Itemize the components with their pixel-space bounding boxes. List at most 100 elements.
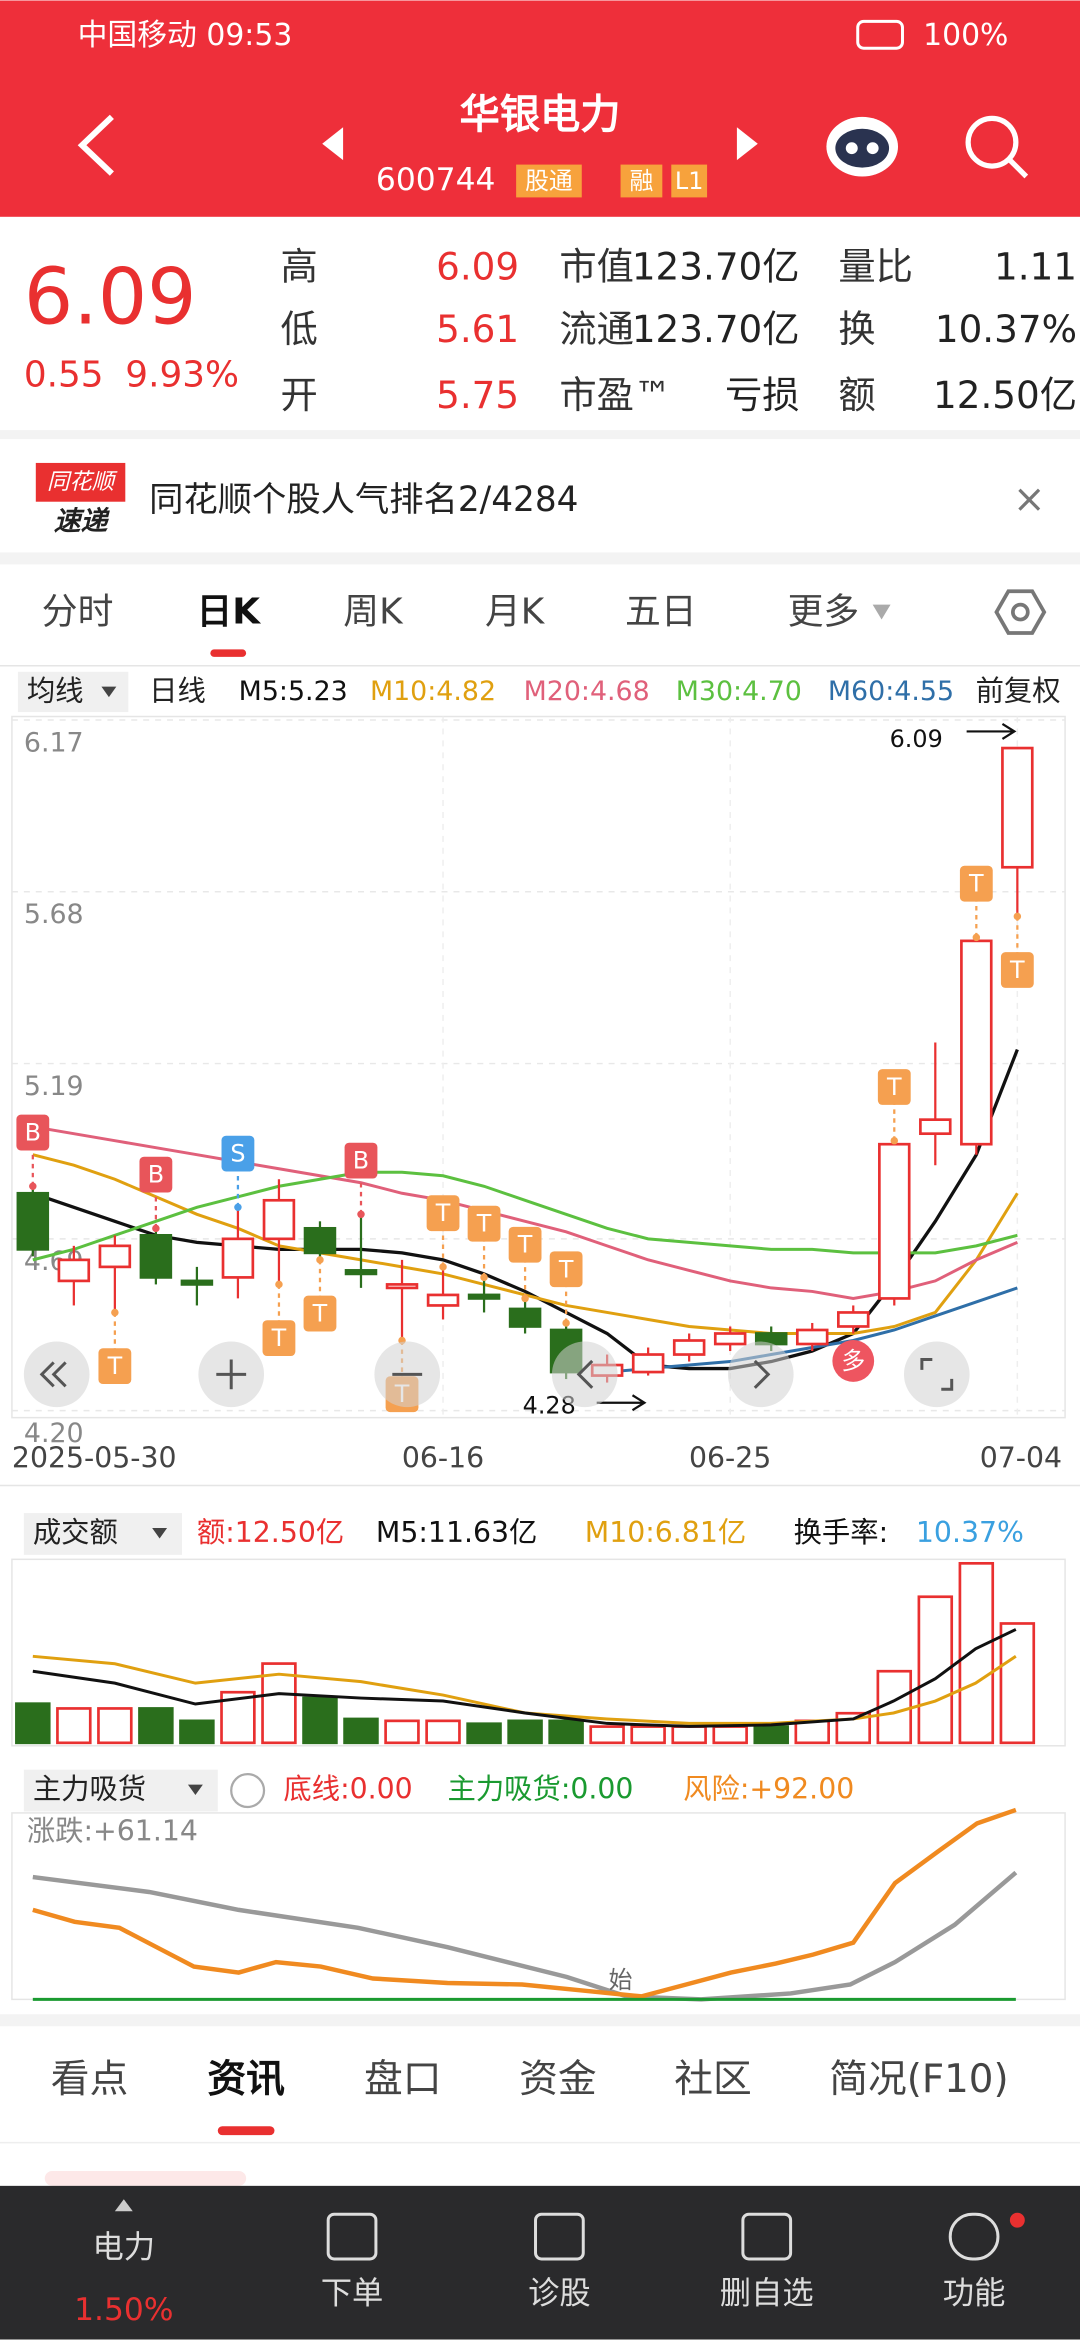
nav-icon xyxy=(534,2212,585,2261)
period-tab[interactable]: 周K xyxy=(343,592,404,633)
tag-bg xyxy=(671,164,708,198)
candle-body xyxy=(180,1279,214,1286)
divider xyxy=(0,552,1080,565)
chart-button[interactable] xyxy=(903,1341,970,1408)
settings-button[interactable] xyxy=(994,589,1047,635)
field-label: 低 xyxy=(280,307,317,351)
marker-dot xyxy=(1013,912,1022,921)
candle-body xyxy=(139,1233,173,1279)
candle-body xyxy=(713,1332,747,1346)
content-tab[interactable]: 看点 xyxy=(51,2057,129,2102)
volume-selector[interactable] xyxy=(23,1513,182,1555)
marker-label: T xyxy=(476,1210,492,1238)
marker-label: B xyxy=(353,1147,369,1175)
ma-legend: M5:5.23 xyxy=(239,676,348,707)
legend-period: 日线 xyxy=(149,675,206,708)
ma-legend: M10:4.82 xyxy=(370,676,496,707)
tag-bg xyxy=(516,164,582,198)
indicator-line-orange xyxy=(32,1807,1017,1999)
nav-sector-change: 1.50% xyxy=(74,2292,173,2328)
content-tab[interactable]: 社区 xyxy=(674,2057,752,2102)
help-icon[interactable] xyxy=(230,1773,266,1809)
content-tab[interactable]: 简况(F10) xyxy=(829,2057,1008,2102)
marker-badge xyxy=(959,865,993,902)
marker-badge xyxy=(426,1195,460,1232)
x-tick-label: 06-25 xyxy=(689,1441,771,1474)
chart-button[interactable] xyxy=(551,1341,618,1408)
marker-badge xyxy=(262,1320,296,1357)
y-tick-label: 6.17 xyxy=(24,727,84,758)
ma-legend: M20:4.68 xyxy=(524,676,650,707)
candle-body xyxy=(1001,746,1034,869)
candle-body xyxy=(385,1283,419,1290)
content-tab[interactable]: 盘口 xyxy=(364,2057,442,2102)
dropdown-icon xyxy=(872,604,891,620)
banner-text[interactable]: 同花顺个股人气排名2/4284 xyxy=(149,480,578,520)
tab-indicator xyxy=(210,649,247,657)
candle-body xyxy=(262,1198,296,1241)
candle-body xyxy=(960,939,993,1146)
back-button[interactable] xyxy=(77,114,114,176)
battery: 100% xyxy=(923,18,1008,53)
field-label: 市值 xyxy=(559,245,634,289)
marker-dot xyxy=(316,1256,324,1264)
nav-icon xyxy=(741,2212,793,2261)
next-stock[interactable] xyxy=(736,127,758,161)
marker-label: T xyxy=(271,1324,287,1352)
change: 0.55 xyxy=(24,354,104,395)
volume-bar xyxy=(179,1719,215,1745)
field-value: 5.61 xyxy=(436,307,519,351)
marker-label: T xyxy=(107,1352,123,1380)
period-tab[interactable]: 月K xyxy=(485,592,546,633)
candle-body xyxy=(508,1307,542,1328)
prev-stock[interactable] xyxy=(322,127,344,161)
chart-button-icon xyxy=(576,1359,594,1389)
candle-body xyxy=(795,1328,829,1346)
volume-title: 成交额 xyxy=(33,1516,118,1549)
candle-body xyxy=(344,1269,378,1276)
content-tab[interactable]: 资讯 xyxy=(207,2057,285,2102)
bull-button[interactable] xyxy=(832,1340,875,1382)
period-tab[interactable]: 日K xyxy=(196,592,261,633)
marker-label: S xyxy=(230,1140,245,1168)
volume-bar xyxy=(302,1696,338,1745)
robot-icon[interactable] xyxy=(826,116,899,177)
dropdown-icon xyxy=(101,686,117,698)
content-tab[interactable]: 资金 xyxy=(519,2057,597,2102)
volume-bar xyxy=(630,1725,666,1745)
nav-item[interactable]: 功能 xyxy=(943,2276,1006,2312)
search-button[interactable] xyxy=(965,115,1029,179)
adjust: 前复权 xyxy=(976,675,1061,708)
indicator-selector[interactable] xyxy=(23,1769,218,1812)
field-value: 123.70亿 xyxy=(632,307,800,351)
field-label: 额 xyxy=(838,373,875,417)
banner-close[interactable]: × xyxy=(1013,477,1045,522)
nav-item[interactable]: 下单 xyxy=(321,2276,384,2312)
marker-badge xyxy=(303,1295,337,1332)
period-tab[interactable]: 分时 xyxy=(42,592,114,633)
nav-item[interactable]: 诊股 xyxy=(528,2276,591,2312)
period-tab[interactable]: 五日 xyxy=(625,592,697,633)
tag: L1 xyxy=(675,167,703,195)
ma-legend: M60:4.55 xyxy=(828,676,954,707)
nav-sector[interactable]: 电力 xyxy=(92,2230,155,2266)
candle-body xyxy=(467,1293,501,1300)
y-tick-label: 5.19 xyxy=(24,1071,84,1102)
period-tab[interactable]: 更多 xyxy=(788,592,860,633)
marker-dot xyxy=(152,1224,160,1233)
indicator-legend: 主力吸货:0.00 xyxy=(448,1773,634,1806)
marker-badge xyxy=(16,1114,50,1151)
nav-item[interactable]: 删自选 xyxy=(720,2276,814,2312)
volume-bar xyxy=(753,1725,789,1745)
chart-button[interactable] xyxy=(727,1341,794,1408)
volume-bar xyxy=(999,1622,1036,1745)
chart-button-icon xyxy=(920,1357,954,1391)
volume-bar xyxy=(343,1717,379,1745)
indicator-legend: 底线:0.00 xyxy=(283,1773,412,1806)
volume-bar xyxy=(548,1719,584,1745)
candle-body xyxy=(878,1142,911,1300)
chart-button[interactable] xyxy=(23,1341,90,1408)
divider xyxy=(0,430,1080,440)
field-label: 开 xyxy=(280,373,317,417)
battery-icon xyxy=(856,19,904,50)
